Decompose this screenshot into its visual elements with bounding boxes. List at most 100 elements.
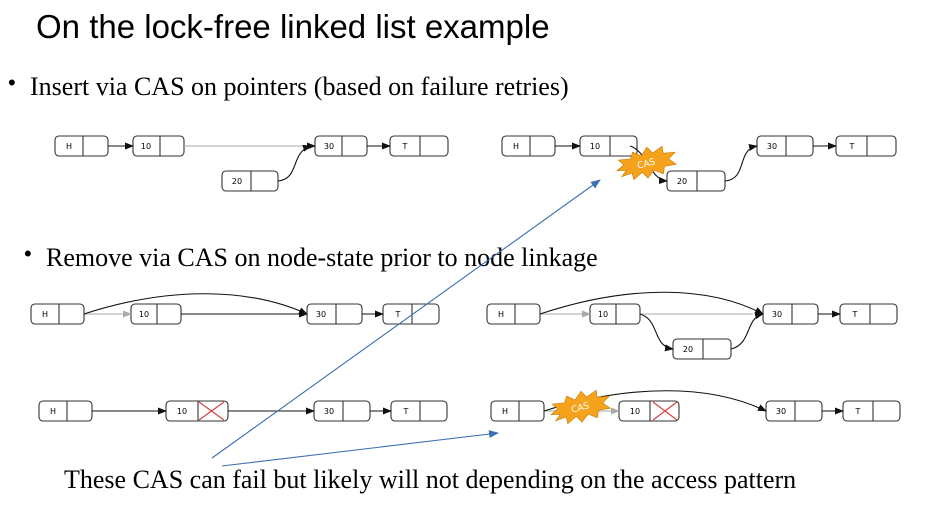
link-20-30	[730, 312, 764, 350]
list-node-n10: 10	[589, 303, 641, 325]
node-label: 20	[232, 177, 242, 186]
node-box	[666, 170, 726, 192]
node-box	[38, 400, 93, 422]
list-node-tail: T	[389, 135, 449, 157]
node-box	[30, 303, 85, 325]
list-node-head: H	[490, 400, 545, 422]
list-node-tail: T	[382, 303, 440, 325]
node-box	[313, 400, 371, 422]
node-label: H	[498, 310, 504, 319]
node-label: 10	[139, 310, 149, 319]
node-box	[756, 135, 814, 157]
list-node-n10: 10	[130, 303, 182, 325]
node-label: H	[42, 310, 48, 319]
node-box	[314, 135, 368, 157]
bullet-insert: • Insert via CAS on pointers (based on f…	[8, 70, 569, 102]
node-label: T	[402, 142, 408, 151]
list-node-n30: 30	[762, 303, 819, 325]
node-label: H	[66, 142, 72, 151]
list-node-n30: 30	[756, 135, 814, 157]
node-box	[672, 338, 732, 360]
cas-burst-insert: CAS	[616, 145, 678, 181]
node-label: 30	[316, 310, 326, 319]
node-label: 30	[324, 407, 334, 416]
list-node-n30: 30	[313, 400, 371, 422]
list-node-n30: 30	[765, 400, 823, 422]
node-label: T	[849, 142, 855, 151]
node-box	[842, 400, 901, 422]
cas-label: CAS	[570, 401, 590, 415]
list-node-n10: 10	[618, 400, 680, 422]
cas-burst-icon	[550, 389, 612, 425]
list-node-n20: 20	[221, 170, 279, 192]
node-label: T	[855, 407, 861, 416]
node-box	[390, 400, 448, 422]
cas-label: CAS	[636, 157, 656, 171]
link-20-30	[277, 144, 312, 182]
node-box	[490, 400, 545, 422]
node-box	[54, 135, 109, 157]
link-h-30	[83, 293, 308, 315]
node-box	[221, 170, 279, 192]
node-label: 30	[324, 142, 334, 151]
link-h-30	[539, 291, 764, 315]
list-node-head: H	[30, 303, 85, 325]
list-node-n10: 10	[132, 135, 185, 157]
node-label: H	[502, 407, 508, 416]
node-box	[579, 135, 638, 157]
list-node-head: H	[54, 135, 109, 157]
node-box	[165, 400, 229, 422]
node-label: H	[50, 407, 56, 416]
list-node-n20: 20	[672, 338, 732, 360]
node-box	[618, 400, 680, 422]
node-label: 10	[141, 142, 151, 151]
cas-burst-remove: CAS	[550, 389, 612, 425]
node-label: 30	[772, 310, 782, 319]
annotation-arrow-insert	[211, 179, 601, 459]
node-label: T	[852, 310, 858, 319]
node-label: 10	[177, 407, 187, 416]
bullet-insert-text: Insert via CAS on pointers (based on fai…	[30, 72, 569, 101]
list-node-tail: T	[842, 400, 901, 422]
node-label: 10	[598, 310, 608, 319]
node-label: 10	[590, 142, 600, 151]
list-node-n30: 30	[314, 135, 368, 157]
slide-title: On the lock-free linked list example	[36, 8, 550, 45]
node-label: T	[403, 407, 409, 416]
node-box	[382, 303, 440, 325]
node-label: 30	[767, 142, 777, 151]
node-box	[765, 400, 823, 422]
node-label: 20	[683, 345, 693, 354]
deleted-mark-icon	[652, 401, 678, 421]
node-label: 10	[630, 407, 640, 416]
node-box	[839, 303, 898, 325]
bullet-marker: •	[24, 241, 32, 266]
list-node-n20: 20	[666, 170, 726, 192]
node-label: 30	[776, 407, 786, 416]
list-node-head: H	[38, 400, 93, 422]
node-box	[501, 135, 556, 157]
cas-burst-icon	[616, 145, 678, 181]
list-node-head: H	[501, 135, 556, 157]
node-box	[389, 135, 449, 157]
list-node-tail: T	[390, 400, 448, 422]
node-label: 20	[677, 177, 687, 186]
node-label: T	[395, 310, 401, 319]
list-node-n10: 10	[579, 135, 638, 157]
list-node-n10: 10	[165, 400, 229, 422]
link-20-30	[724, 144, 758, 182]
annotation-arrow-remove	[221, 430, 499, 467]
node-label: H	[513, 142, 519, 151]
list-node-n30: 30	[306, 303, 363, 325]
footer-note: These CAS can fail but likely will not d…	[64, 465, 797, 494]
bullet-marker: •	[8, 70, 16, 95]
node-box	[486, 303, 541, 325]
deleted-mark-icon	[198, 401, 225, 421]
node-box	[835, 135, 897, 157]
link-10-20	[639, 313, 674, 352]
list-node-head: H	[486, 303, 541, 325]
list-node-tail: T	[835, 135, 897, 157]
pointer-links	[83, 142, 844, 415]
list-node-tail: T	[839, 303, 898, 325]
